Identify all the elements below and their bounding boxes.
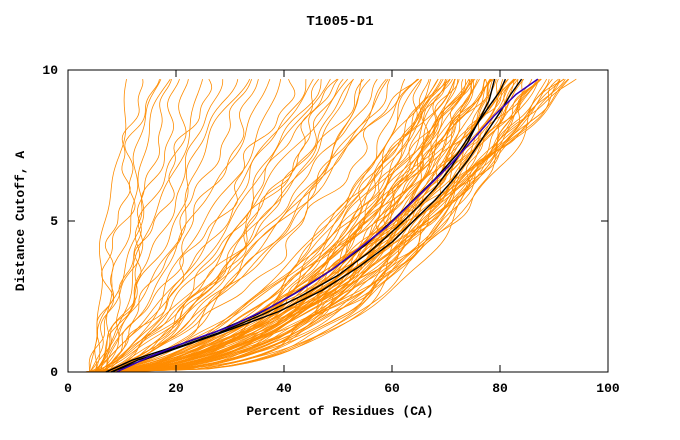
model-curve-orange: [94, 78, 354, 373]
model-curve-orange: [100, 79, 466, 373]
model-curve-orange: [111, 78, 460, 373]
x-tick-label: 100: [596, 381, 620, 396]
model-curve-orange: [105, 78, 478, 373]
model-curve-orange: [89, 78, 539, 373]
model-curve-orange: [100, 79, 239, 373]
x-tick-label: 80: [492, 381, 508, 396]
model-curve-orange: [94, 78, 251, 373]
model-curve-orange: [100, 78, 349, 373]
y-tick-label: 5: [50, 214, 58, 229]
model-curve-orange: [94, 78, 566, 373]
model-curve-black: [110, 78, 523, 373]
model-curve-orange: [105, 78, 344, 373]
model-curve-orange: [105, 79, 362, 373]
model-curve-orange: [105, 78, 561, 373]
x-tick-label: 40: [276, 381, 292, 396]
y-tick-label: 10: [42, 63, 58, 78]
model-curve-orange: [89, 78, 565, 373]
x-tick-label: 0: [64, 381, 72, 396]
model-curve-black: [110, 78, 496, 373]
model-curve-orange: [84, 78, 541, 373]
y-tick-label: 0: [50, 365, 58, 380]
model-curve-orange: [89, 79, 561, 373]
model-curve-orange: [111, 78, 497, 373]
model-curve-orange: [89, 79, 224, 373]
model-curve-orange: [94, 78, 389, 373]
model-curve-orange: [105, 78, 354, 373]
model-curve-blue: [116, 78, 539, 373]
model-curve-orange: [105, 78, 406, 373]
model-curve-orange: [94, 79, 307, 373]
model-curve-orange: [100, 78, 387, 373]
model-curve-orange: [100, 78, 259, 373]
model-curve-orange: [94, 78, 553, 373]
model-curve-orange: [84, 78, 472, 373]
y-axis-label: Distance Cutoff, A: [13, 150, 28, 292]
model-curve-orange: [89, 78, 439, 373]
model-curve-orange: [111, 79, 515, 373]
model-curve-orange: [89, 78, 180, 373]
x-tick-label: 60: [384, 381, 400, 396]
model-curve-orange: [84, 78, 422, 373]
model-curve-orange: [100, 78, 162, 373]
model-curve-orange: [89, 78, 524, 373]
model-curve-orange: [94, 78, 314, 373]
model-curve-orange: [100, 78, 338, 373]
x-tick-label: 20: [168, 381, 184, 396]
model-curve-orange: [105, 78, 540, 373]
model-curve-orange: [94, 78, 432, 373]
model-curve-orange: [94, 78, 271, 373]
model-curve-orange: [100, 78, 509, 373]
model-curve-orange: [105, 78, 213, 373]
model-curve-orange: [100, 78, 559, 373]
model-curve-orange: [100, 78, 339, 373]
model-curve-orange: [100, 78, 420, 373]
model-curve-orange: [94, 78, 515, 373]
model-curve-orange: [94, 78, 570, 373]
model-curve-orange: [100, 78, 550, 373]
model-curve-orange: [88, 78, 160, 373]
model-curve-orange: [89, 78, 320, 373]
model-curve-orange: [111, 78, 448, 373]
model-curve-orange: [84, 78, 525, 373]
model-curve-orange: [94, 79, 144, 373]
model-curve-orange: [105, 78, 365, 373]
chart-title: T1005-D1: [306, 14, 374, 30]
model-curve-orange: [94, 78, 541, 373]
model-curve-orange: [105, 79, 282, 373]
model-curve-orange: [84, 78, 456, 373]
model-curve-orange: [105, 78, 472, 373]
model-curve-orange: [89, 78, 331, 373]
model-curve-orange: [111, 78, 489, 373]
model-curve-orange: [89, 78, 378, 373]
x-axis-label: Percent of Residues (CA): [246, 404, 434, 419]
model-curve-orange: [100, 78, 577, 373]
model-curve-orange: [100, 78, 296, 373]
model-curve-orange: [84, 78, 451, 373]
model-curve-orange: [105, 78, 172, 373]
